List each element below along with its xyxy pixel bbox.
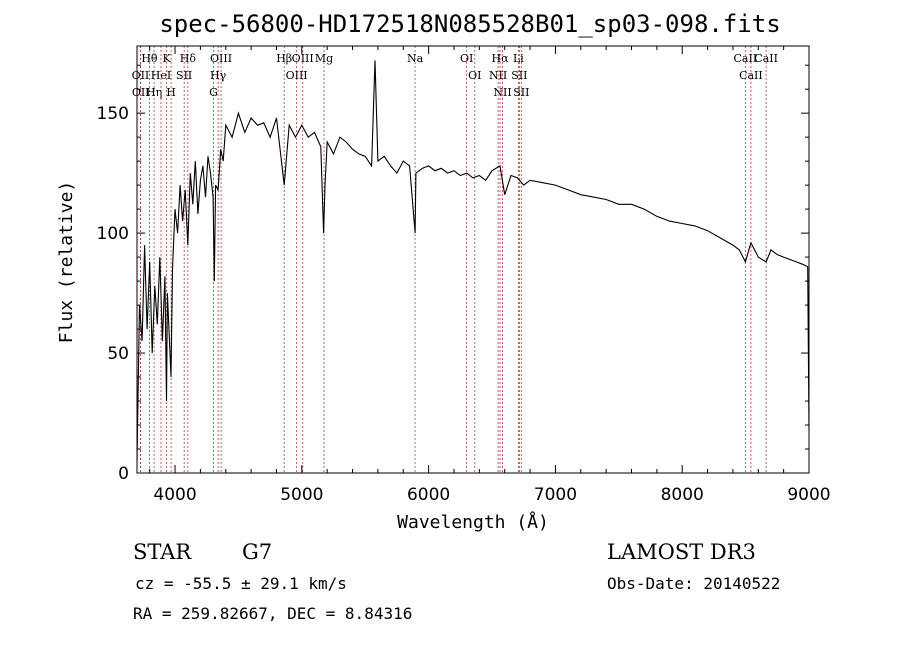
line-label: CaII <box>754 52 778 65</box>
obs-date: Obs-Date: 20140522 <box>607 574 780 593</box>
line-label: Hδ <box>180 52 197 65</box>
x-tick-label: 4000 <box>153 485 196 505</box>
y-tick-label: 50 <box>107 344 129 364</box>
line-label: Hγ <box>210 69 227 82</box>
x-tick-label: 8000 <box>661 485 704 505</box>
y-tick-label: 150 <box>97 104 129 124</box>
line-label: SII <box>513 86 529 99</box>
line-label: Na <box>407 52 424 65</box>
y-axis-label: Flux (relative) <box>56 181 77 344</box>
line-label: CaII <box>739 69 763 82</box>
x-tick-label: 6000 <box>407 485 450 505</box>
line-label: K <box>163 52 172 65</box>
line-label: CaII <box>734 52 758 65</box>
line-label: SII <box>176 69 192 82</box>
chart-title: spec-56800-HD172518N085528B01_sp03-098.f… <box>159 10 780 38</box>
x-tick-label: 9000 <box>787 485 830 505</box>
object-subclass: G7 <box>242 540 272 564</box>
line-label: OIII <box>286 69 308 82</box>
line-label: Hα <box>491 52 509 65</box>
line-label: NII <box>489 69 507 82</box>
y-tick-label: 100 <box>97 224 129 244</box>
line-markers <box>140 46 767 473</box>
line-label: Li <box>513 52 524 65</box>
line-label: NII <box>493 86 511 99</box>
line-label: OI <box>460 52 473 65</box>
y-tick-label: 0 <box>118 464 129 484</box>
x-tick-label: 5000 <box>280 485 323 505</box>
line-label: Hθ <box>141 52 158 65</box>
x-tick-label: 7000 <box>534 485 577 505</box>
coords-text: RA = 259.82667, DEC = 8.84316 <box>133 604 412 623</box>
spectrum-line <box>136 60 810 462</box>
y-axis-ticks: 0 50 100 150 <box>97 64 809 484</box>
line-label: OII <box>132 69 150 82</box>
plot-frame <box>136 45 810 474</box>
line-label: H <box>166 86 176 99</box>
line-label: OIII <box>292 52 314 65</box>
line-label: OII <box>132 86 150 99</box>
line-label: Hβ <box>276 52 292 65</box>
object-type: STAR <box>133 540 192 564</box>
line-label: Mg <box>315 52 333 65</box>
line-label: OI <box>468 69 481 82</box>
redshift-text: cz = -55.5 ± 29.1 km/s <box>135 574 347 593</box>
line-label: G <box>209 86 218 99</box>
line-label: SII <box>511 69 527 82</box>
x-axis-label: Wavelength (Å) <box>397 511 549 533</box>
line-label: OIII <box>210 52 232 65</box>
survey-name: LAMOST DR3 <box>607 540 756 564</box>
line-label: Hη <box>146 86 162 99</box>
line-label: HeI <box>151 69 171 82</box>
x-axis-ticks: 4000 5000 6000 7000 8000 9000 <box>149 46 831 505</box>
